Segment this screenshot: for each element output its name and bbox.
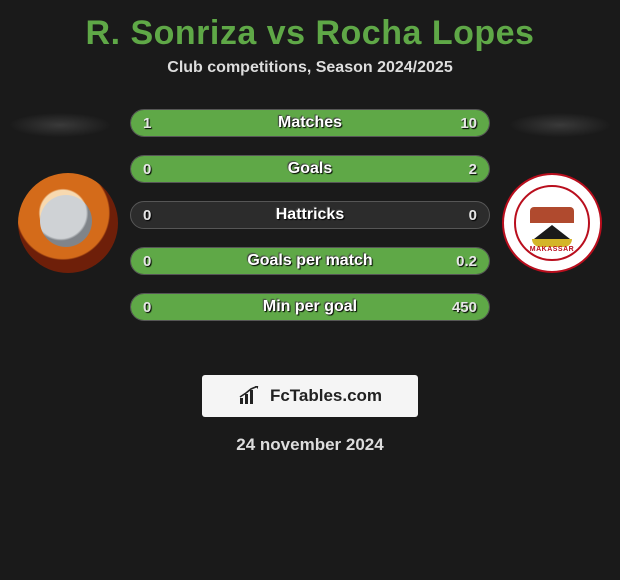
club-right-label: MAKASSAR: [530, 246, 574, 253]
stat-bar: 110Matches: [130, 109, 490, 137]
club-right-inner-icon: MAKASSAR: [514, 185, 590, 261]
page-title: R. Sonriza vs Rocha Lopes: [0, 0, 620, 59]
club-logo-right: MAKASSAR: [502, 173, 602, 273]
brand-text: FcTables.com: [270, 386, 382, 406]
date-label: 24 november 2024: [0, 435, 620, 455]
stat-fill-right: [164, 110, 489, 136]
club-logo-left: [18, 173, 118, 273]
shadow-right: [510, 113, 610, 137]
stat-fill-right: [131, 248, 489, 274]
stat-fill-left: [131, 110, 164, 136]
stat-bar: 0450Min per goal: [130, 293, 490, 321]
stat-bars: 110Matches 02Goals 0 0Hattricks 00.2Goals pe…: [130, 109, 490, 339]
stat-bar: 00.2Goals per match: [130, 247, 490, 275]
stat-bar: 0 0Hattricks: [130, 201, 490, 229]
stat-value-left: 0: [143, 207, 151, 224]
stat-value-right: 0: [469, 207, 477, 224]
brick-icon: [530, 207, 574, 223]
stat-fill-right: [131, 156, 489, 182]
boat-icon: [534, 225, 570, 239]
chart-icon: [238, 386, 264, 406]
stat-fill-right: [131, 294, 489, 320]
brand-badge[interactable]: FcTables.com: [202, 375, 418, 417]
stat-label: Hattricks: [131, 206, 489, 224]
subtitle: Club competitions, Season 2024/2025: [0, 59, 620, 77]
comparison-panel: MAKASSAR 110Matches 02Goals 0 0Hattricks 00.…: [0, 95, 620, 355]
stat-bar: 02Goals: [130, 155, 490, 183]
shadow-left: [10, 113, 110, 137]
